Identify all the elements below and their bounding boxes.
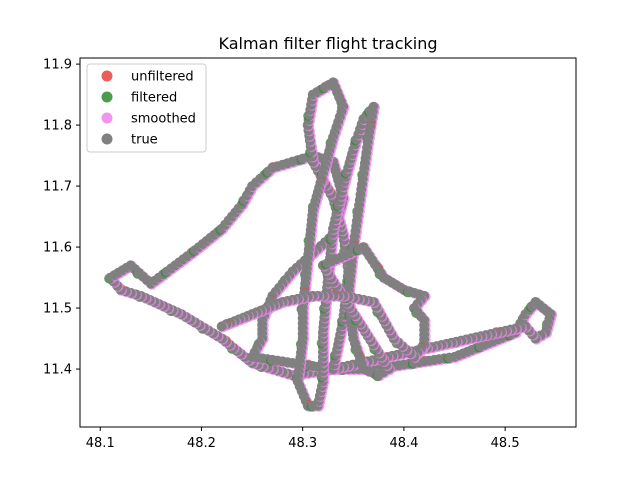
y-tick-label: 11.4 — [43, 363, 72, 378]
legend-label-unfiltered: unfiltered — [131, 70, 194, 85]
legend-marker-smoothed — [101, 112, 113, 124]
y-tick-label: 11.7 — [43, 180, 72, 195]
legend-label-smoothed: smoothed — [131, 112, 196, 127]
y-axis: 11.4 11.5 11.6 11.7 11.8 11.9 — [43, 58, 80, 378]
x-tick-label: 48.4 — [389, 436, 418, 451]
true-point — [216, 321, 227, 332]
y-tick-label: 11.6 — [43, 241, 72, 256]
legend-label-filtered: filtered — [131, 91, 177, 106]
x-tick-label: 48.2 — [187, 436, 216, 451]
legend-marker-filtered — [101, 91, 113, 103]
plot-frame — [79, 57, 577, 428]
scatter-points — [104, 77, 558, 412]
y-tick-label: 11.5 — [43, 302, 72, 317]
legend-marker-true — [101, 133, 113, 145]
x-tick-label: 48.3 — [288, 436, 317, 451]
x-tick-label: 48.5 — [491, 436, 520, 451]
y-tick-label: 11.9 — [43, 58, 72, 73]
y-tick-label: 11.8 — [43, 119, 72, 134]
legend-box — [86, 63, 207, 153]
chart-title: Kalman filter flight tracking — [218, 34, 437, 53]
legend: unfiltered filtered smoothed true — [86, 63, 207, 153]
legend-marker-unfiltered — [101, 70, 113, 82]
legend-label-true: true — [131, 133, 158, 148]
x-axis: 48.1 48.2 48.3 48.4 48.5 — [86, 427, 520, 451]
x-tick-label: 48.1 — [86, 436, 115, 451]
